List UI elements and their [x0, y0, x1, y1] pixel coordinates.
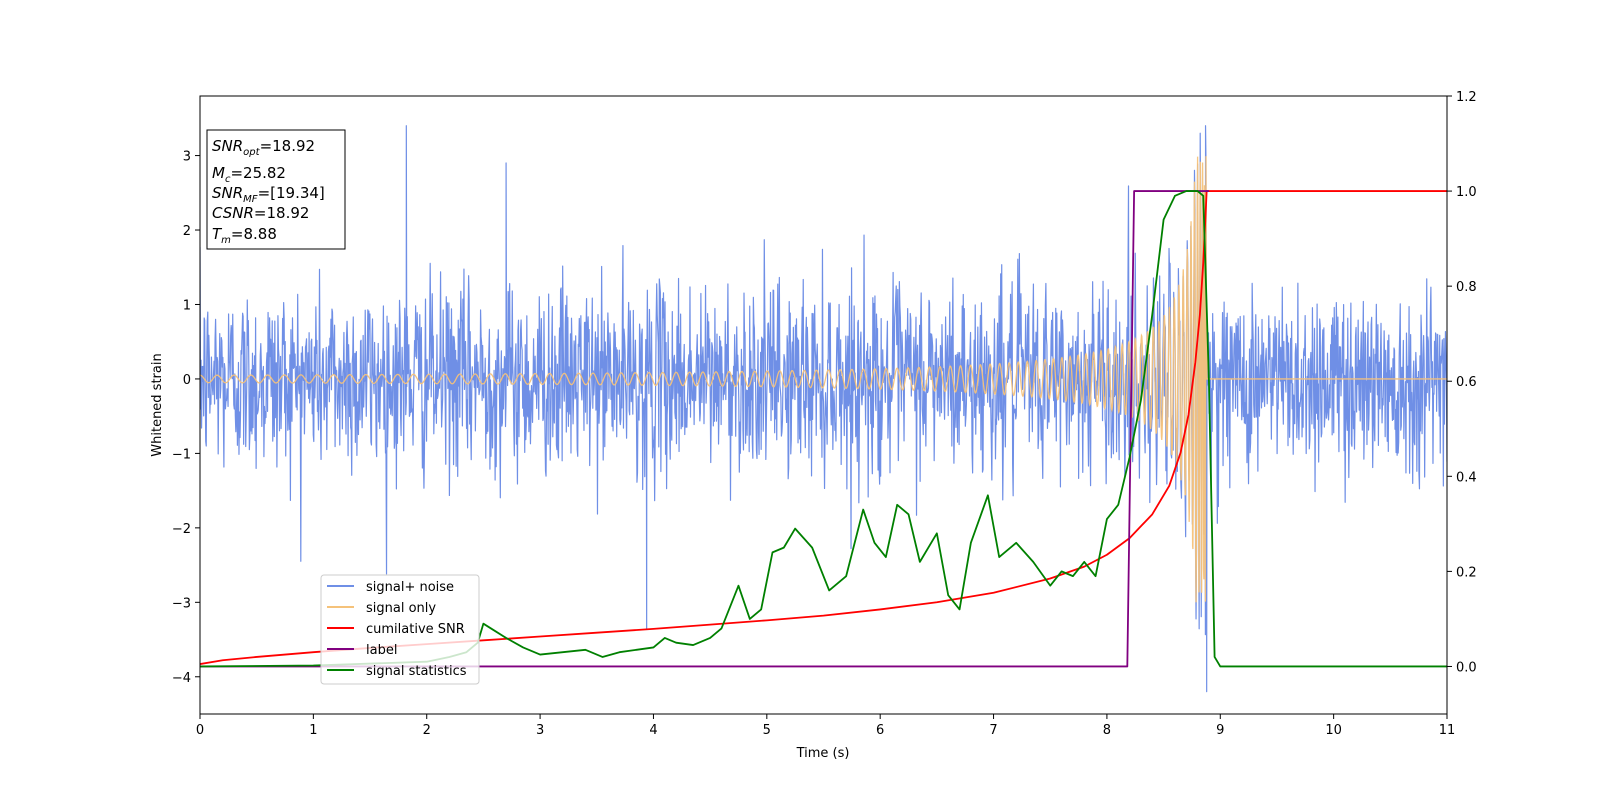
- legend-label-signal-noise: signal+ noise: [366, 580, 454, 595]
- y-axis-left: −4 −3 −2 −1 0 1 2 3: [172, 150, 200, 686]
- x-tick-label: 9: [1216, 723, 1224, 738]
- series-signal-noise: [200, 125, 1447, 693]
- x-tick-label: 10: [1325, 723, 1342, 738]
- series-signal-statistics: [200, 190, 1447, 668]
- y2-tick-label: 0.6: [1456, 375, 1477, 390]
- y-tick-label: −3: [172, 596, 191, 611]
- x-tick-label: 4: [649, 723, 657, 738]
- y-tick-label: 2: [183, 224, 191, 239]
- annotation-line-csnr: CSNR=18.92: [212, 204, 309, 222]
- y-tick-label: 1: [183, 298, 191, 313]
- y-tick-label: −2: [172, 522, 191, 537]
- x-tick-label: 11: [1439, 723, 1456, 738]
- x-tick-label: 5: [763, 723, 771, 738]
- y-tick-label: 0: [183, 373, 191, 388]
- y2-tick-label: 0.2: [1456, 565, 1477, 580]
- x-tick-label: 6: [876, 723, 884, 738]
- x-tick-label: 2: [423, 723, 431, 738]
- legend-item-signal-only: signal only: [327, 601, 436, 616]
- legend-item-label: label: [327, 643, 397, 658]
- y-tick-label: 3: [183, 150, 191, 165]
- legend-item-signal-noise: signal+ noise: [327, 580, 454, 595]
- legend-label-cumilative-snr: cumilative SNR: [366, 622, 465, 637]
- x-axis-label: Time (s): [796, 746, 850, 761]
- x-tick-label: 0: [196, 723, 204, 738]
- series-signal-only: [200, 156, 1447, 603]
- legend-item-cumilative-snr: cumilative SNR: [327, 622, 465, 637]
- legend-label-signal-statistics: signal statistics: [366, 664, 467, 679]
- legend-item-signal-statistics: signal statistics: [327, 664, 467, 679]
- y-axis-right: 0.0 0.2 0.4 0.6 0.8 1.0 1.2: [1447, 90, 1477, 675]
- annotation-line-snr-opt: SNRopt=18.92: [212, 137, 315, 158]
- x-tick-label: 3: [536, 723, 544, 738]
- y-tick-label: −4: [172, 671, 191, 686]
- y2-tick-label: 0.0: [1456, 660, 1477, 675]
- y-axis-label: Whitened strain: [150, 353, 165, 456]
- series-label: [200, 190, 1209, 668]
- x-tick-label: 1: [309, 723, 317, 738]
- y-tick-label: −1: [172, 447, 191, 462]
- legend: signal+ noise signal only cumilative SNR…: [320, 574, 480, 685]
- plot-frame: [199, 95, 1448, 715]
- annotation-box: SNRopt=18.92 Mc=25.82 SNRMF=[19.34] CSNR…: [206, 129, 346, 250]
- y2-tick-label: 0.8: [1456, 280, 1477, 295]
- y2-tick-label: 1.2: [1456, 90, 1477, 105]
- x-tick-label: 8: [1103, 723, 1111, 738]
- y2-tick-label: 0.4: [1456, 470, 1477, 485]
- x-axis: 0 1 2 3 4 5 6 7 8 9 10 11: [196, 714, 1455, 738]
- annotation-line-snr-mf: SNRMF=[19.34]: [212, 184, 325, 205]
- y2-tick-label: 1.0: [1456, 185, 1477, 200]
- legend-label-signal-only: signal only: [366, 601, 436, 616]
- x-tick-label: 7: [989, 723, 997, 738]
- annotation-line-tm: Tm=8.88: [212, 225, 277, 246]
- legend-label-label: label: [366, 643, 397, 658]
- annotation-line-mc: Mc=25.82: [212, 164, 286, 185]
